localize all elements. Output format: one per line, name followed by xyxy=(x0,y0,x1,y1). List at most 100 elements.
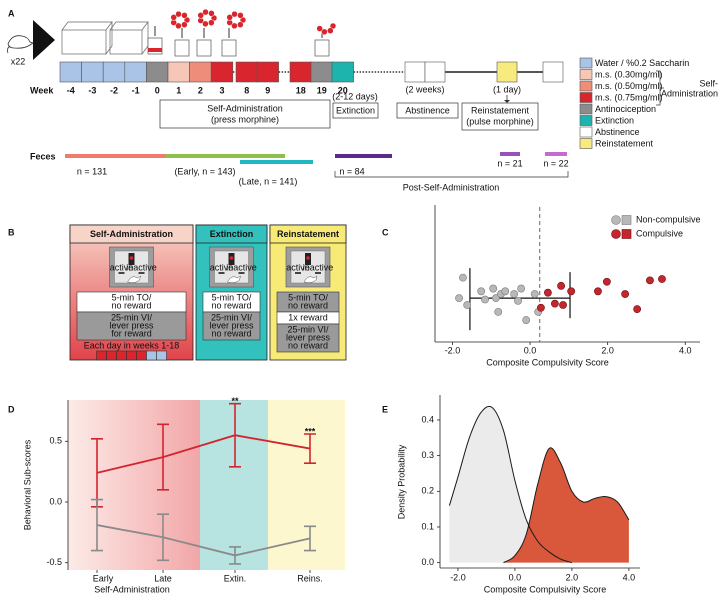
data-point xyxy=(477,287,486,296)
week-label: 18 xyxy=(296,85,306,95)
protocol-title: Reinstatement xyxy=(277,229,339,239)
data-point xyxy=(557,281,565,290)
data-point xyxy=(492,294,500,303)
bracket xyxy=(334,171,569,178)
series-line xyxy=(96,434,311,474)
week-box xyxy=(124,61,147,83)
protocol-step-text: for reward xyxy=(111,328,152,338)
data-point xyxy=(658,275,666,283)
phase-box xyxy=(542,61,564,83)
phase-band xyxy=(268,400,345,570)
lever xyxy=(295,272,301,274)
data-point xyxy=(559,301,567,309)
morphine-dot xyxy=(231,10,238,18)
week-box xyxy=(331,61,354,83)
x-axis-title: Composite Compulsivity Score xyxy=(486,357,609,367)
week-label: -2 xyxy=(110,85,118,95)
data-point xyxy=(602,277,611,286)
legend-label: Antinociception xyxy=(595,104,656,114)
cage-top xyxy=(61,21,113,55)
cue-light-dot xyxy=(229,256,234,260)
bracket-label: Post-Self-Administration xyxy=(403,182,500,192)
data-point xyxy=(621,290,630,298)
protocol-step-text: 25-min VI/ xyxy=(287,324,329,334)
panel-label: C xyxy=(382,227,389,237)
protocol-step-text: 5-min TO/ xyxy=(288,292,328,302)
significance: ** xyxy=(231,396,239,406)
morphine-dot xyxy=(208,10,215,17)
protocol-step-text: no reward xyxy=(211,328,251,338)
legend-label: Non-compulsive xyxy=(636,214,701,224)
lever-label: inactive xyxy=(126,262,157,272)
phase-label: Abstinence xyxy=(405,105,450,115)
feces-bar xyxy=(335,154,392,158)
house-light xyxy=(148,48,162,52)
morphine-dot xyxy=(316,25,323,32)
lever-label: active xyxy=(110,262,134,272)
arrow-head xyxy=(504,100,510,103)
x-tick-label: 0.0 xyxy=(524,345,537,355)
data-point xyxy=(459,273,467,282)
legend-label: m.s. (0.75mg/ml) xyxy=(595,92,663,102)
phase-label: (press morphine) xyxy=(211,114,279,124)
cage xyxy=(109,29,143,55)
x-tick-label: 2.0 xyxy=(601,345,614,355)
rat xyxy=(227,275,241,283)
legend-swatch xyxy=(579,80,593,92)
data-point xyxy=(530,290,539,298)
error-bar xyxy=(157,423,169,491)
lever xyxy=(315,272,321,274)
cue-light-dot xyxy=(306,256,310,260)
y-tick-label: 0.4 xyxy=(421,414,434,424)
protocol-step-text: no reward xyxy=(288,300,328,310)
protocol-step-text: 5-min TO/ xyxy=(212,292,252,302)
operant-box xyxy=(174,39,190,57)
x-tick-label: Late xyxy=(154,573,172,583)
phase-duration: (1 day) xyxy=(493,84,521,94)
legend-swatch xyxy=(579,103,593,115)
data-point xyxy=(463,301,472,309)
error-bar xyxy=(91,498,103,552)
panel-label: B xyxy=(8,227,15,237)
y-axis-title: Density Probability xyxy=(396,444,406,519)
protocol-title: Extinction xyxy=(210,229,254,239)
data-point xyxy=(494,307,503,316)
week-box xyxy=(235,61,258,83)
week-box xyxy=(189,61,212,83)
legend-bracket xyxy=(656,70,664,106)
morphine-dot xyxy=(181,12,188,19)
x-tick-label: Early xyxy=(93,573,114,583)
week-label: -1 xyxy=(132,85,140,95)
error-bar xyxy=(304,525,316,552)
legend-label: Extinction xyxy=(595,115,634,125)
legend-label: Water / %0.2 Saccharin xyxy=(595,58,689,68)
phase-label: Extinction xyxy=(336,105,375,115)
morphine-dot xyxy=(226,14,233,21)
day-square xyxy=(106,350,117,361)
week-box xyxy=(167,61,190,83)
data-point xyxy=(481,295,489,304)
x-tick-label: -2.0 xyxy=(445,345,461,355)
phase-band xyxy=(200,400,268,570)
legend-swatch xyxy=(579,69,593,80)
phase-duration: (2-12 days) xyxy=(332,91,378,101)
week-box xyxy=(289,61,312,83)
legend-swatch xyxy=(579,57,593,69)
y-tick-label: -0.5 xyxy=(46,557,62,567)
data-point xyxy=(594,287,602,296)
lever xyxy=(118,272,125,274)
lever-label: active xyxy=(286,262,310,272)
x-tick-label: 2.0 xyxy=(566,572,579,582)
legend-swatch xyxy=(579,126,593,138)
feces-bar xyxy=(65,154,165,158)
protocol-step xyxy=(76,311,187,341)
data-point xyxy=(633,305,642,314)
morphine-dot xyxy=(170,14,177,21)
data-point xyxy=(567,287,576,296)
feces-count: n = 22 xyxy=(543,158,568,168)
legend-group-label: Administration xyxy=(661,88,718,98)
legend-marker xyxy=(621,229,632,239)
week-axis-label: Week xyxy=(30,85,54,95)
feces-count: (Late, n = 141) xyxy=(239,176,298,186)
legend-marker xyxy=(621,215,632,225)
